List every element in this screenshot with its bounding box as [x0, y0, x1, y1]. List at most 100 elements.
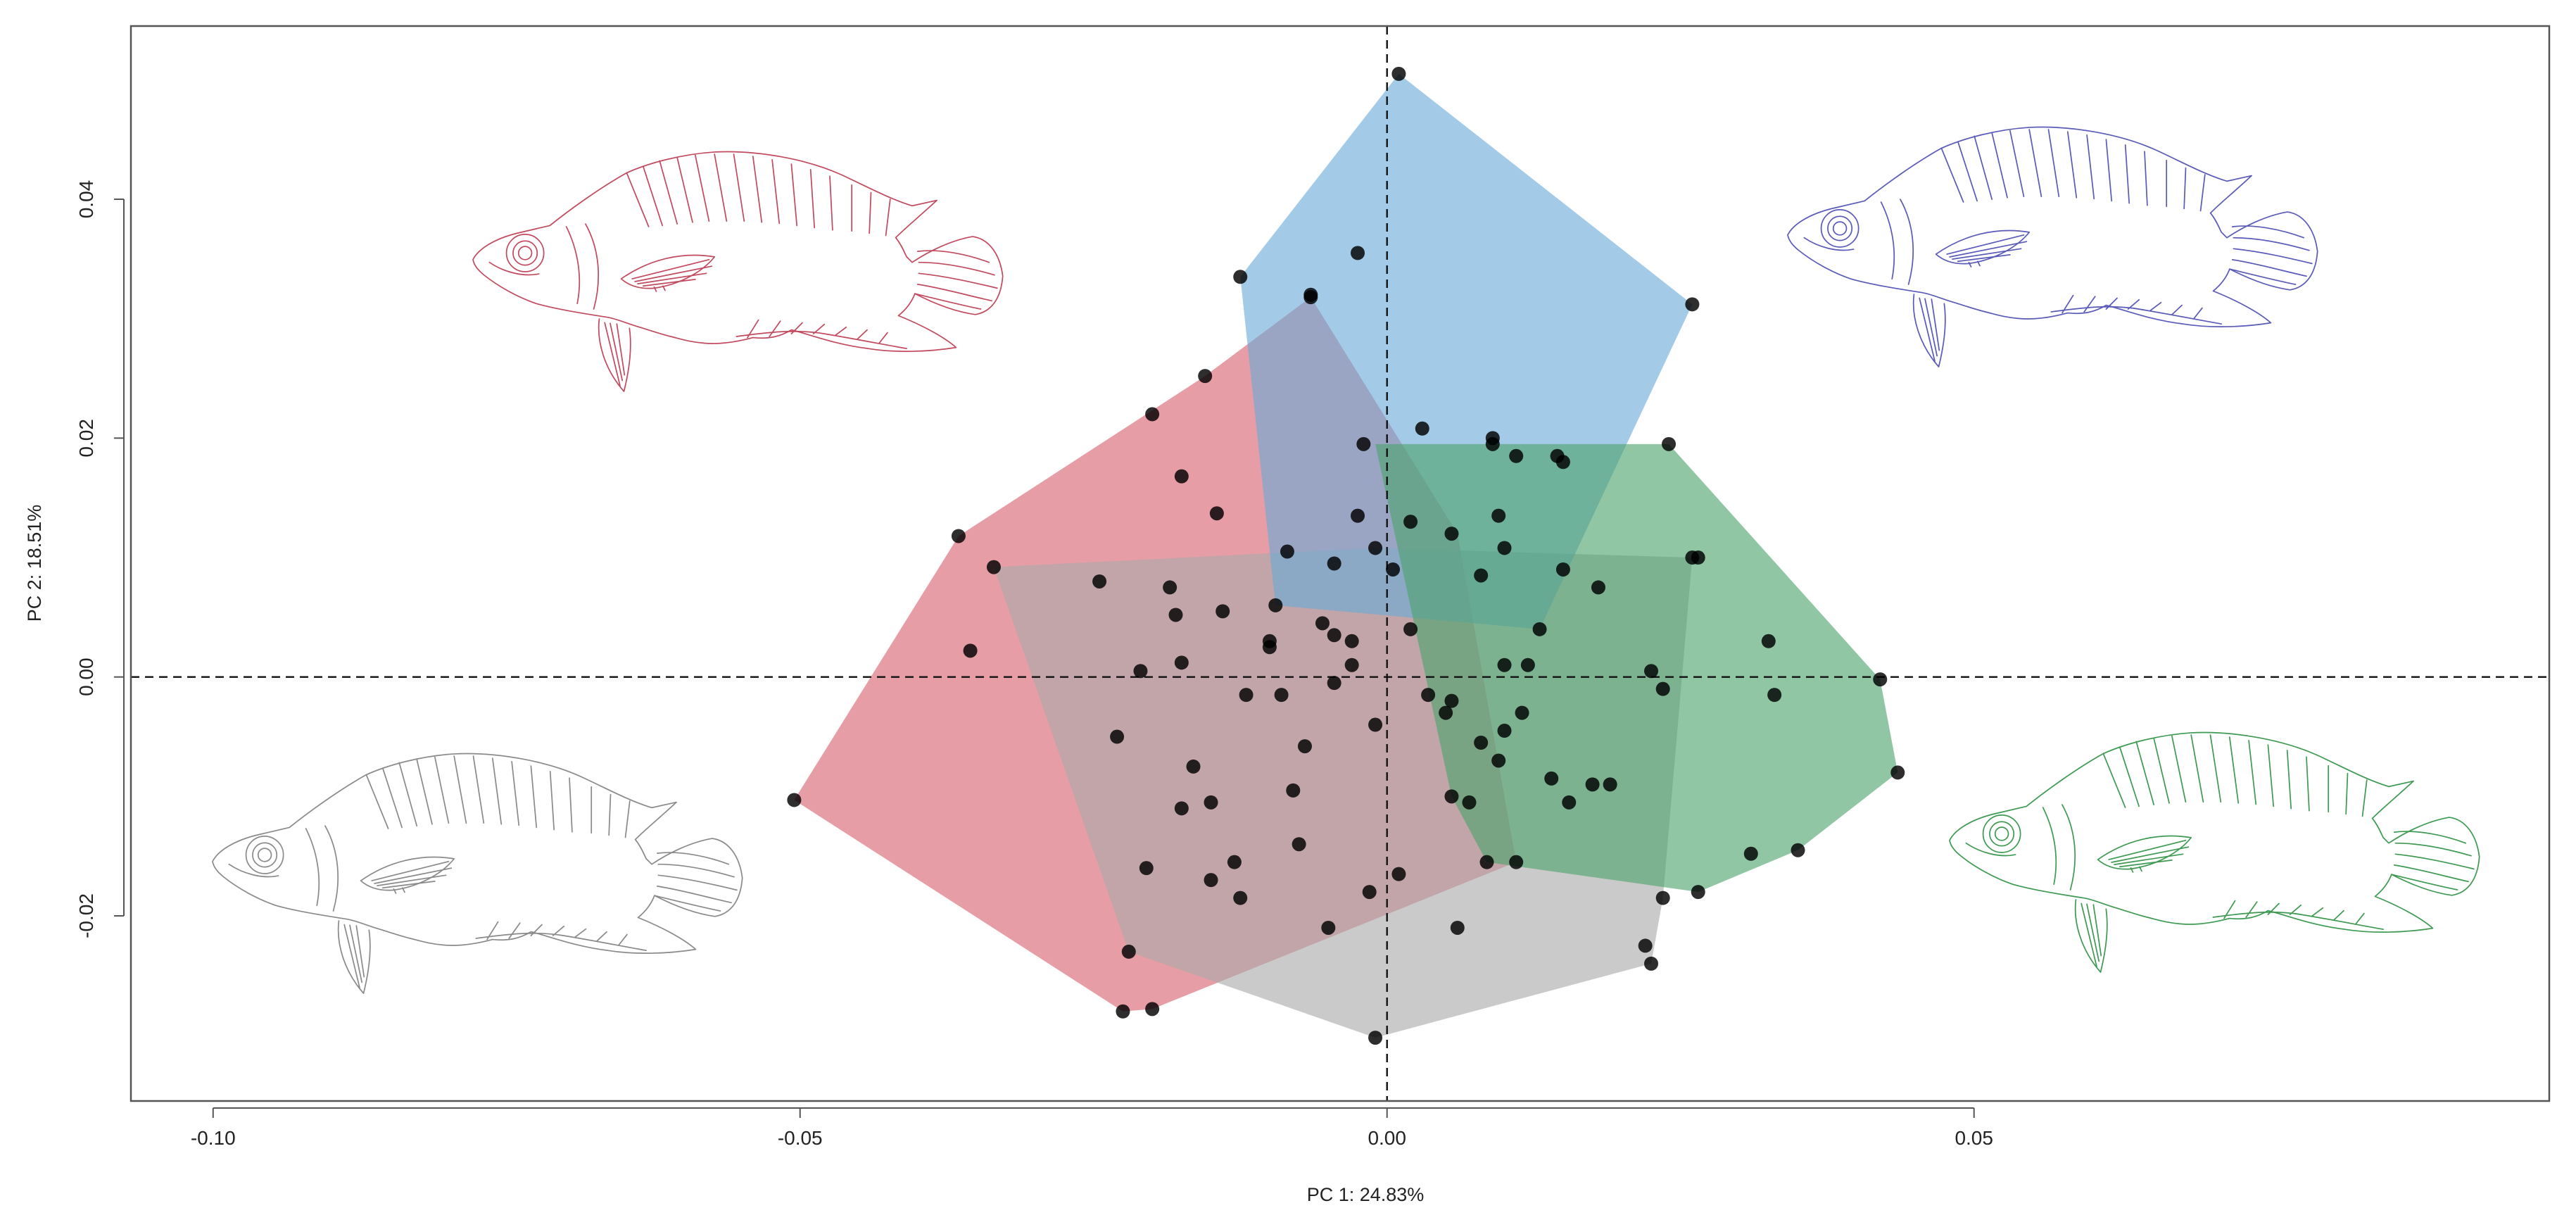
y-tick-label: 0.00 [75, 657, 97, 696]
group-3-point [1233, 270, 1248, 284]
group-2-point [1638, 938, 1653, 953]
group-3-point [1474, 568, 1489, 583]
group-3-point [1327, 556, 1341, 571]
group-2-point [1403, 622, 1418, 636]
fish-illustration-bottom-left [212, 753, 743, 994]
group-4-point [1497, 724, 1512, 738]
group-1-point [1186, 759, 1201, 774]
group-2-point [1092, 574, 1107, 589]
group-1-point [1297, 739, 1312, 754]
group-3-point [1386, 562, 1401, 577]
group-4-point [1890, 765, 1905, 780]
group-2-point [1362, 885, 1377, 900]
group-2-point [1321, 920, 1336, 935]
group-3-point [1509, 448, 1524, 463]
group-2-point [1555, 562, 1570, 577]
group-2-point [1515, 705, 1529, 720]
group-1-point [1133, 664, 1148, 679]
group-1-point [1145, 1002, 1160, 1017]
group-4-point [1761, 634, 1776, 648]
y-tick-label: -0.02 [75, 893, 97, 938]
group-4-point [1485, 431, 1500, 446]
y-axis-title: PC 2: 18.51% [24, 505, 45, 622]
group-2-point [1421, 688, 1436, 703]
group-4-point [1479, 855, 1494, 869]
group-2-point [1163, 580, 1177, 595]
group-1-point [1327, 676, 1341, 691]
group-4-point [1439, 705, 1453, 720]
group-1-point [1174, 801, 1189, 816]
group-1-point [1110, 729, 1125, 744]
group-2-point [1444, 693, 1459, 708]
group-2-point [1216, 604, 1230, 619]
x-tick-label: 0.05 [1955, 1127, 1993, 1149]
group-4-point [1743, 846, 1758, 861]
group-1-point [1139, 861, 1154, 876]
group-2-point [986, 560, 1001, 574]
group-2-point [1474, 736, 1489, 750]
group-4-point [1462, 795, 1477, 810]
group-2-point [1344, 657, 1359, 672]
group-1-point [1227, 855, 1242, 869]
group-2-point [1644, 664, 1659, 679]
group-2-point [1655, 891, 1670, 905]
y-axis: -0.02 0.00 0.02 0.04 [75, 180, 125, 938]
group-1-point [1450, 920, 1465, 935]
group-1-point [1204, 873, 1218, 888]
x-tick-label: 0.00 [1368, 1127, 1406, 1149]
fish-illustration-top-right [1787, 126, 2318, 367]
group-3-point [1415, 421, 1429, 436]
group-2-point [1327, 628, 1341, 643]
group-1-point [1116, 1004, 1130, 1019]
group-2-point [1585, 777, 1600, 792]
group-3-point [1268, 598, 1283, 612]
group-2-point [1168, 608, 1183, 622]
group-1-point [1121, 944, 1136, 959]
group-1-point [1198, 369, 1213, 384]
group-4-point [1873, 672, 1888, 687]
group-3-point [1532, 622, 1547, 636]
x-tick-label: -0.10 [191, 1127, 236, 1149]
group-4-point [1544, 771, 1559, 786]
group-1-point [1233, 891, 1248, 905]
group-2-point [1497, 657, 1512, 672]
group-1-point [1286, 783, 1301, 798]
group-4-hull [1375, 443, 1898, 893]
group-4-point [1603, 777, 1617, 792]
group-2-point [1644, 956, 1659, 971]
group-3-point [1356, 436, 1371, 451]
x-axis: -0.10 -0.05 0.00 0.05 [191, 1107, 1993, 1149]
group-4-point [1691, 885, 1705, 900]
group-1-point [1344, 634, 1359, 648]
group-3-point [1497, 541, 1512, 555]
group-1-point [951, 529, 966, 543]
group-4-point [1491, 753, 1506, 768]
x-tick-label: -0.05 [778, 1127, 823, 1149]
group-2-point [1262, 640, 1277, 655]
group-2-point [1174, 655, 1189, 670]
fish-illustration-bottom-right [1949, 731, 2480, 973]
group-4-point [1691, 550, 1705, 565]
group-3-point [1351, 246, 1365, 260]
group-1-point [787, 793, 802, 807]
group-1-point [963, 643, 978, 658]
y-tick-label: 0.02 [75, 419, 97, 458]
group-3-point [1685, 297, 1700, 312]
group-1-point [1145, 407, 1160, 422]
group-3-point [1403, 515, 1418, 529]
group-1-point [1368, 717, 1383, 732]
group-3-point [1303, 287, 1318, 302]
group-2-point [1274, 688, 1289, 703]
group-2-point [1655, 681, 1670, 696]
group-1-point [1509, 855, 1524, 869]
group-4-point [1791, 843, 1805, 857]
group-4-point [1444, 789, 1459, 804]
group-4-point [1767, 688, 1782, 703]
group-2-point [1368, 541, 1383, 555]
group-2-point [1591, 580, 1605, 595]
group-3-point [1491, 508, 1506, 523]
group-1-point [1391, 867, 1406, 881]
plot-frame [130, 25, 2551, 1102]
group-2-point [1368, 1031, 1383, 1045]
